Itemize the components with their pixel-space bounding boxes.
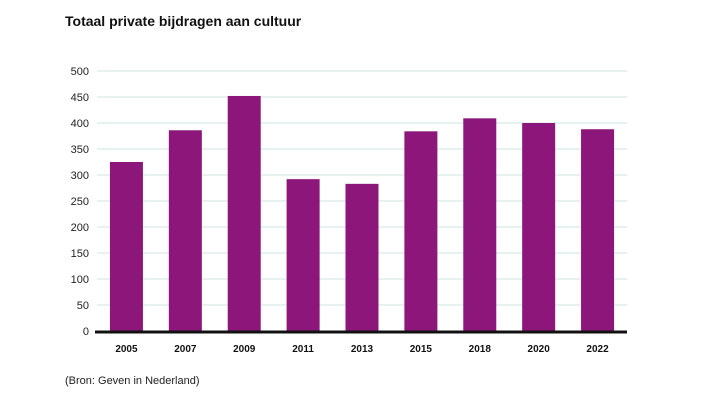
chart-title: Totaal private bijdragen aan cultuur bbox=[65, 13, 302, 29]
x-tick-label: 2015 bbox=[410, 344, 433, 355]
source-note: (Bron: Geven in Nederland) bbox=[65, 375, 200, 387]
y-tick-label: 100 bbox=[71, 274, 89, 286]
y-tick-label: 250 bbox=[71, 196, 89, 208]
bars bbox=[109, 95, 615, 332]
x-tick-label: 2011 bbox=[292, 344, 314, 355]
bar-2005 bbox=[109, 162, 143, 331]
y-tick-label: 450 bbox=[71, 92, 89, 104]
x-tick-label: 2018 bbox=[469, 344, 492, 355]
y-tick-label: 400 bbox=[71, 118, 89, 130]
y-tick-label: 350 bbox=[71, 144, 89, 156]
x-tick-label: 2022 bbox=[586, 344, 609, 355]
bar-2009 bbox=[227, 95, 261, 332]
bar-2022 bbox=[581, 129, 615, 331]
y-tick-label: 500 bbox=[71, 66, 89, 78]
y-tick-label: 200 bbox=[71, 222, 89, 234]
y-tick-label: 300 bbox=[71, 170, 89, 182]
y-tick-label: 0 bbox=[83, 326, 89, 338]
bar-2015 bbox=[404, 131, 438, 331]
y-tick-label: 50 bbox=[77, 300, 89, 312]
x-tick-label: 2005 bbox=[115, 344, 138, 355]
x-tick-label: 2009 bbox=[233, 344, 256, 355]
bar-2018 bbox=[463, 118, 497, 331]
bar-2011 bbox=[286, 179, 320, 331]
bar-2007 bbox=[168, 130, 202, 331]
bar-2013 bbox=[345, 183, 379, 331]
bar-2020 bbox=[522, 123, 556, 331]
x-axis-ticks: 2005 2007 2009 2011 2013 2015 2018 2020 2022 bbox=[115, 344, 609, 355]
x-tick-label: 2007 bbox=[174, 344, 197, 355]
x-tick-label: 2013 bbox=[351, 344, 374, 355]
y-tick-label: 150 bbox=[71, 248, 89, 260]
x-tick-label: 2020 bbox=[528, 344, 551, 355]
y-axis-ticks: 0 50 100 150 200 250 300 350 400 450 500 bbox=[71, 66, 89, 338]
